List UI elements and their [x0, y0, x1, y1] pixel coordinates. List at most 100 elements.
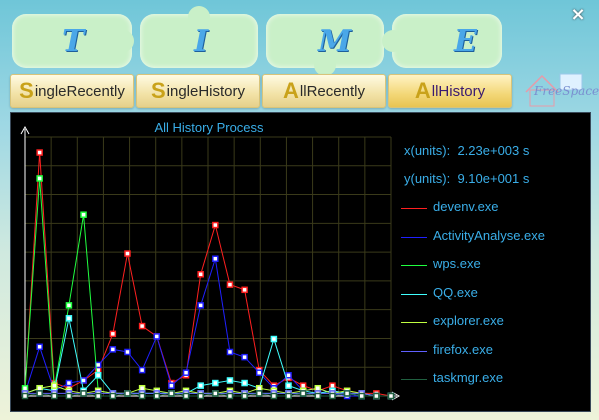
data-point [80, 211, 87, 218]
data-point [80, 390, 87, 397]
data-point [255, 369, 263, 376]
data-point [182, 369, 190, 376]
banner-letter-m: M [318, 24, 352, 59]
legend-item: taskmgr.exe [401, 370, 586, 390]
data-point [36, 149, 43, 156]
x-units-readout: x(units): 2.23e+003 s [404, 143, 530, 158]
data-point [255, 384, 263, 392]
data-point [65, 315, 73, 322]
data-point [285, 382, 292, 389]
puzzle-piece-1: T [12, 14, 134, 68]
y-units-readout: y(units): 9.10e+001 s [404, 171, 530, 186]
data-point [65, 392, 73, 400]
data-point [197, 271, 204, 278]
data-point [197, 392, 204, 400]
data-point [212, 255, 219, 262]
legend-item: explorer.exe [401, 313, 586, 333]
legend-label: ActivityAnalyse.exe [433, 227, 545, 243]
data-point [124, 348, 131, 356]
data-point [153, 333, 161, 340]
legend-item: firefox.exe [401, 342, 586, 362]
legend-label: explorer.exe [433, 313, 504, 328]
legend-swatch [401, 322, 427, 323]
chart-grid [25, 136, 392, 396]
data-point [138, 366, 146, 374]
legend-item: devenv.exe [401, 199, 586, 219]
data-point [138, 322, 146, 330]
tab-label: llHistory [431, 82, 486, 100]
data-point [21, 384, 29, 392]
time-banner: T I M E [8, 6, 508, 76]
data-point [241, 286, 248, 294]
data-point [94, 392, 102, 400]
legend-label: taskmgr.exe [433, 370, 504, 385]
legend-swatch [401, 265, 427, 266]
data-point [65, 379, 73, 387]
data-point [241, 353, 248, 361]
data-point [109, 330, 117, 338]
legend-swatch [401, 208, 427, 209]
x-axis-arrow [391, 391, 401, 401]
data-point [226, 377, 234, 384]
legend-item: ActivityAnalyse.exe [401, 228, 586, 248]
chart-panel: All History Process x(units): 2.23e+003 … [10, 112, 591, 412]
chart-title: All History Process [154, 120, 264, 135]
data-point [270, 335, 278, 343]
data-point [212, 221, 219, 229]
banner-letter-i: I [194, 24, 209, 59]
tab-cap: S [150, 78, 166, 103]
legend-label: devenv.exe [433, 199, 499, 214]
legend-swatch [401, 236, 427, 238]
data-point [168, 390, 175, 397]
data-point [36, 175, 43, 182]
tab-label: ingleHistory [166, 82, 246, 100]
data-point [212, 390, 219, 397]
puzzle-piece-2: I [140, 6, 258, 68]
freespace-logo: FreeSpace [520, 70, 599, 110]
data-point [329, 392, 336, 400]
legend-swatch [401, 293, 427, 295]
data-point [285, 372, 292, 379]
data-point [255, 390, 263, 397]
legend-label: QQ.exe [433, 284, 478, 300]
data-point [197, 302, 204, 309]
legend-swatch [401, 379, 427, 380]
y-axis-arrow [20, 125, 30, 135]
legend-item: QQ.exe [401, 285, 586, 305]
close-button[interactable]: × [570, 4, 586, 25]
data-point [36, 390, 43, 397]
data-point [212, 379, 219, 387]
data-point [314, 392, 322, 400]
puzzle-piece-4: E [382, 14, 502, 68]
data-point [124, 390, 131, 397]
data-point [299, 390, 307, 397]
data-point [226, 392, 234, 400]
data-point [153, 392, 161, 400]
data-point [387, 392, 395, 400]
tab-cap: A [414, 78, 431, 103]
data-point [51, 382, 58, 389]
data-point [65, 302, 73, 309]
data-point [358, 392, 365, 400]
data-point [343, 390, 351, 397]
data-point [329, 382, 336, 389]
banner-letter-t: T [62, 24, 85, 59]
data-point [109, 346, 117, 353]
data-point [197, 382, 204, 389]
legend-label: wps.exe [433, 256, 481, 271]
data-point [138, 392, 146, 400]
logo-text: FreeSpace [534, 84, 599, 98]
data-point [226, 348, 234, 356]
tab-label: ingleRecently [34, 82, 125, 100]
house-icon [525, 73, 583, 107]
puzzle-piece-3: M [266, 14, 384, 76]
data-point [138, 384, 146, 392]
banner-letter-e: E [454, 24, 477, 59]
legend-swatch [401, 350, 427, 352]
series-taskmgr-exe [21, 390, 395, 400]
